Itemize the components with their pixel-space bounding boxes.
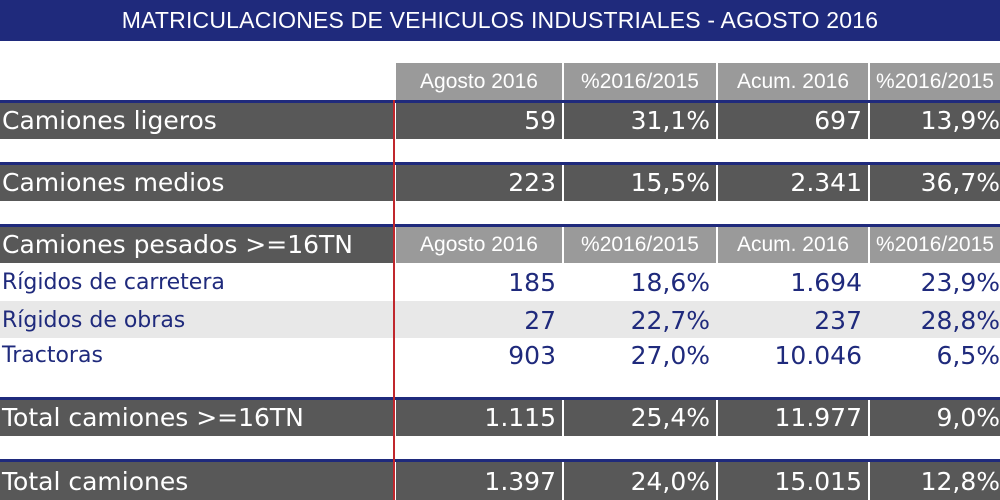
row-separator xyxy=(0,162,1000,165)
value-pct-acum: 9,0% xyxy=(868,400,1000,436)
value-pct-acum: 13,9% xyxy=(868,103,1000,139)
value-pct-month: 24,0% xyxy=(562,462,716,500)
column-header-pct-acum: %2016/2015 xyxy=(868,63,1000,100)
row-separator xyxy=(0,397,1000,400)
row-label: Total camiones >=16TN xyxy=(2,403,304,432)
row-separator xyxy=(0,459,1000,462)
value-pct-acum: 6,5% xyxy=(936,341,1000,370)
row-separator xyxy=(0,224,1000,227)
value-pct-month: 15,5% xyxy=(562,165,716,201)
value-acum: 1.694 xyxy=(790,268,862,297)
column-header-pct-acum: %2016/2015 xyxy=(868,227,1000,263)
row-label: Tractoras xyxy=(2,343,103,368)
row-label: Rígidos de carretera xyxy=(2,270,225,295)
value-agosto: 59 xyxy=(394,103,562,139)
value-pct-acum: 12,8% xyxy=(868,462,1000,500)
row-label: Camiones medios xyxy=(2,168,225,197)
table-row-camiones-medios: Camiones medios 223 15,5% 2.341 36,7% xyxy=(0,165,1000,201)
value-pct-month: 31,1% xyxy=(562,103,716,139)
column-header-pct-month: %2016/2015 xyxy=(562,63,716,100)
column-header-agosto: Agosto 2016 xyxy=(394,63,562,100)
section-label: Camiones pesados >=16TN xyxy=(2,230,353,259)
value-acum: 237 xyxy=(814,306,862,335)
value-pct-month: 22,7% xyxy=(630,306,710,335)
row-label: Total camiones xyxy=(2,467,189,496)
value-acum: 11.977 xyxy=(716,400,868,436)
table-row-total-camiones: Total camiones 1.397 24,0% 15.015 12,8% xyxy=(0,462,1000,500)
value-agosto: 185 xyxy=(508,268,556,297)
value-pct-acum: 23,9% xyxy=(920,268,1000,297)
value-agosto: 27 xyxy=(524,306,556,335)
table-row-rigidos-carretera: Rígidos de carretera 185 18,6% 1.694 23,… xyxy=(0,263,1000,301)
label-column-divider xyxy=(393,100,395,500)
table-title: MATRICULACIONES DE VEHICULOS INDUSTRIALE… xyxy=(0,0,1000,41)
value-pct-acum: 36,7% xyxy=(868,165,1000,201)
table-row-tractoras: Tractoras 903 27,0% 10.046 6,5% xyxy=(0,338,1000,376)
value-acum: 2.341 xyxy=(716,165,868,201)
value-pct-month: 25,4% xyxy=(562,400,716,436)
column-header-acum: Acum. 2016 xyxy=(716,227,868,263)
section-header-pesados: Camiones pesados >=16TN Agosto 2016 %201… xyxy=(0,227,1000,263)
value-pct-acum: 28,8% xyxy=(920,306,1000,335)
value-acum: 15.015 xyxy=(716,462,868,500)
table-row-total-pesados: Total camiones >=16TN 1.115 25,4% 11.977… xyxy=(0,400,1000,436)
value-acum: 10.046 xyxy=(774,341,862,370)
value-agosto: 903 xyxy=(508,341,556,370)
value-agosto: 1.397 xyxy=(394,462,562,500)
column-header-pct-month: %2016/2015 xyxy=(562,227,716,263)
row-label: Rígidos de obras xyxy=(2,308,186,333)
column-header-row: Agosto 2016 %2016/2015 Acum. 2016 %2016/… xyxy=(0,63,1000,100)
table-row-camiones-ligeros: Camiones ligeros 59 31,1% 697 13,9% xyxy=(0,103,1000,139)
value-agosto: 223 xyxy=(394,165,562,201)
column-header-agosto: Agosto 2016 xyxy=(394,227,562,263)
value-agosto: 1.115 xyxy=(394,400,562,436)
value-acum: 697 xyxy=(716,103,868,139)
row-label: Camiones ligeros xyxy=(2,106,217,135)
value-pct-month: 27,0% xyxy=(630,341,710,370)
row-separator xyxy=(0,100,1000,103)
value-pct-month: 18,6% xyxy=(630,268,710,297)
column-header-acum: Acum. 2016 xyxy=(716,63,868,100)
table-row-rigidos-obras: Rígidos de obras 27 22,7% 237 28,8% xyxy=(0,301,1000,338)
